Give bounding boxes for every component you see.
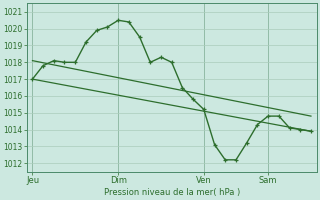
X-axis label: Pression niveau de la mer( hPa ): Pression niveau de la mer( hPa )	[104, 188, 240, 197]
